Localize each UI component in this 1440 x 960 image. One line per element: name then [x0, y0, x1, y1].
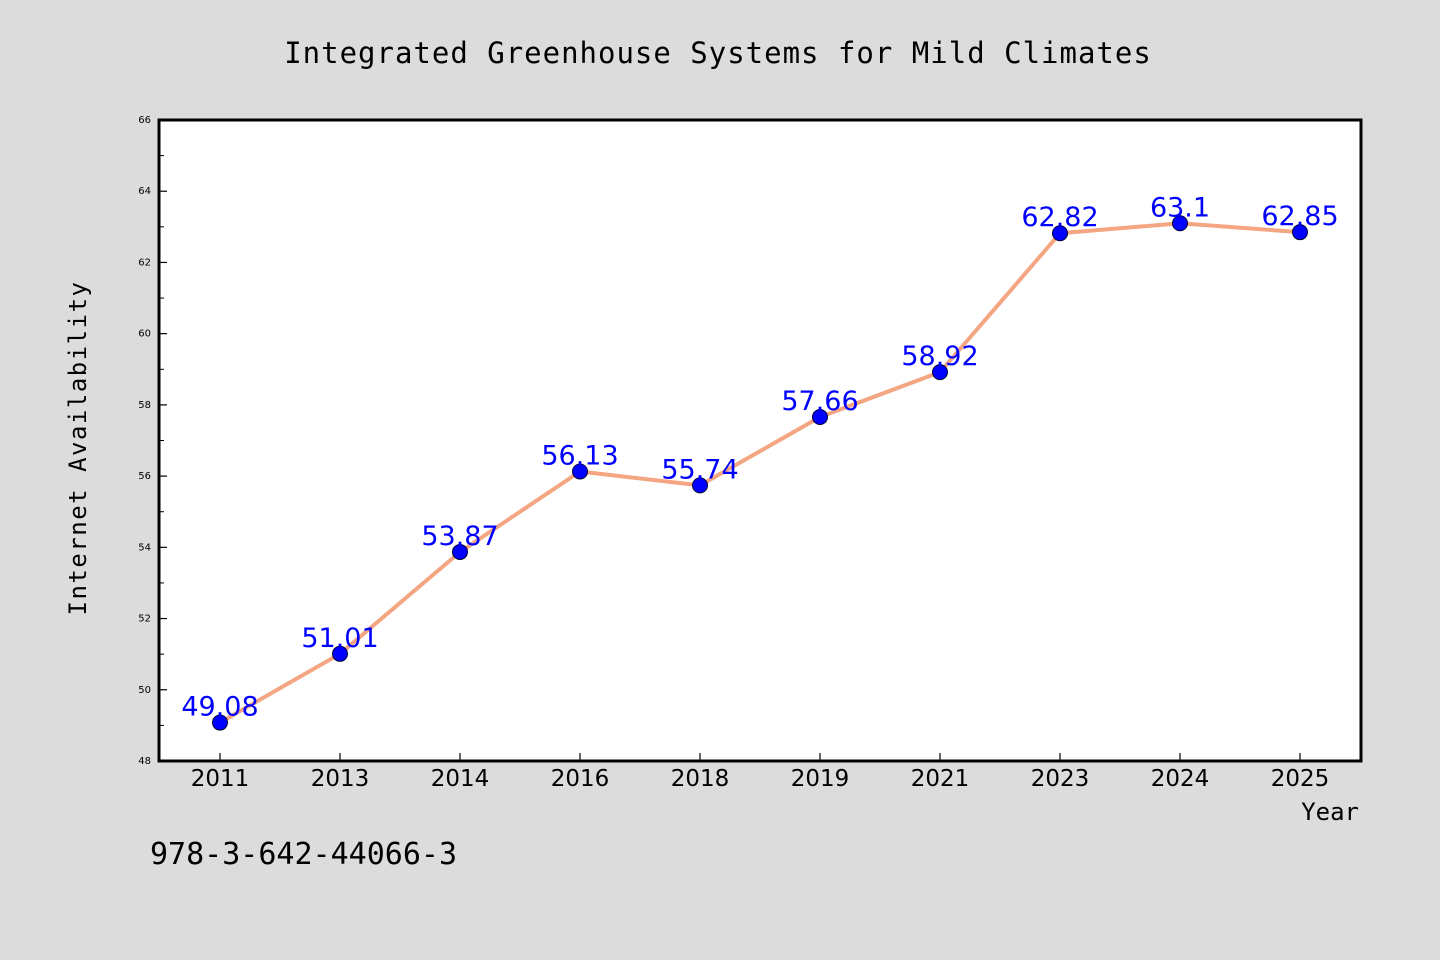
data-markers [212, 215, 1308, 731]
data-labels: 49.08 51.01 53.87 56.13 55.74 57.66 58.92 62.82… [181, 192, 1338, 722]
x-tick-label: 2019 [791, 766, 850, 792]
data-label: 53.87 [421, 521, 498, 552]
x-tick-label: 2021 [911, 766, 970, 792]
x-axis: 2011 2013 2014 2016 2018 2019 2021 2023 2024 2025 [191, 753, 1330, 792]
footer-code: 978-3-642-44066-3 [150, 837, 457, 872]
data-label: 51.01 [301, 623, 378, 654]
data-point [212, 714, 228, 731]
x-tick-label: 2011 [191, 766, 250, 792]
x-tick-label: 2016 [551, 766, 610, 792]
y-tick-label: 60 [138, 329, 151, 340]
data-point [1292, 224, 1308, 241]
y-tick-label: 62 [138, 257, 151, 268]
data-label: 62.82 [1021, 202, 1098, 233]
y-tick-label: 64 [138, 186, 151, 197]
x-tick-label: 2013 [311, 766, 370, 792]
data-point [692, 477, 708, 494]
chart-title: Integrated Greenhouse Systems for Mild C… [284, 36, 1152, 70]
data-point [332, 645, 348, 662]
y-axis-label: Internet Availability [64, 281, 92, 616]
y-tick-label: 50 [138, 685, 151, 696]
y-tick-label: 66 [138, 115, 151, 126]
y-tick-label: 54 [138, 542, 151, 553]
data-point [452, 543, 468, 560]
data-point [572, 463, 588, 480]
y-tick-label: 52 [138, 614, 151, 625]
data-label: 49.08 [181, 692, 258, 723]
data-label: 57.66 [781, 386, 858, 417]
data-label: 63.1 [1150, 192, 1210, 223]
data-label: 55.74 [661, 454, 738, 485]
x-tick-label: 2024 [1151, 766, 1210, 792]
x-tick-label: 2018 [671, 766, 730, 792]
data-point [1172, 215, 1188, 232]
x-tick-label: 2014 [431, 766, 490, 792]
y-axis: 48 50 52 54 56 58 60 62 64 66 [138, 115, 167, 767]
data-point [812, 408, 828, 425]
y-tick-label: 58 [138, 400, 151, 411]
x-axis-label: Year [1301, 798, 1359, 826]
x-tick-label: 2025 [1271, 766, 1330, 792]
data-label: 62.85 [1261, 201, 1338, 232]
y-tick-label: 56 [138, 471, 151, 482]
series-line [219, 221, 1301, 725]
y-tick-label: 48 [138, 756, 151, 767]
x-tick-label: 2023 [1031, 766, 1090, 792]
data-point [932, 364, 948, 381]
data-label: 58.92 [901, 341, 978, 372]
data-label: 56.13 [541, 440, 618, 471]
data-point [1052, 225, 1068, 242]
